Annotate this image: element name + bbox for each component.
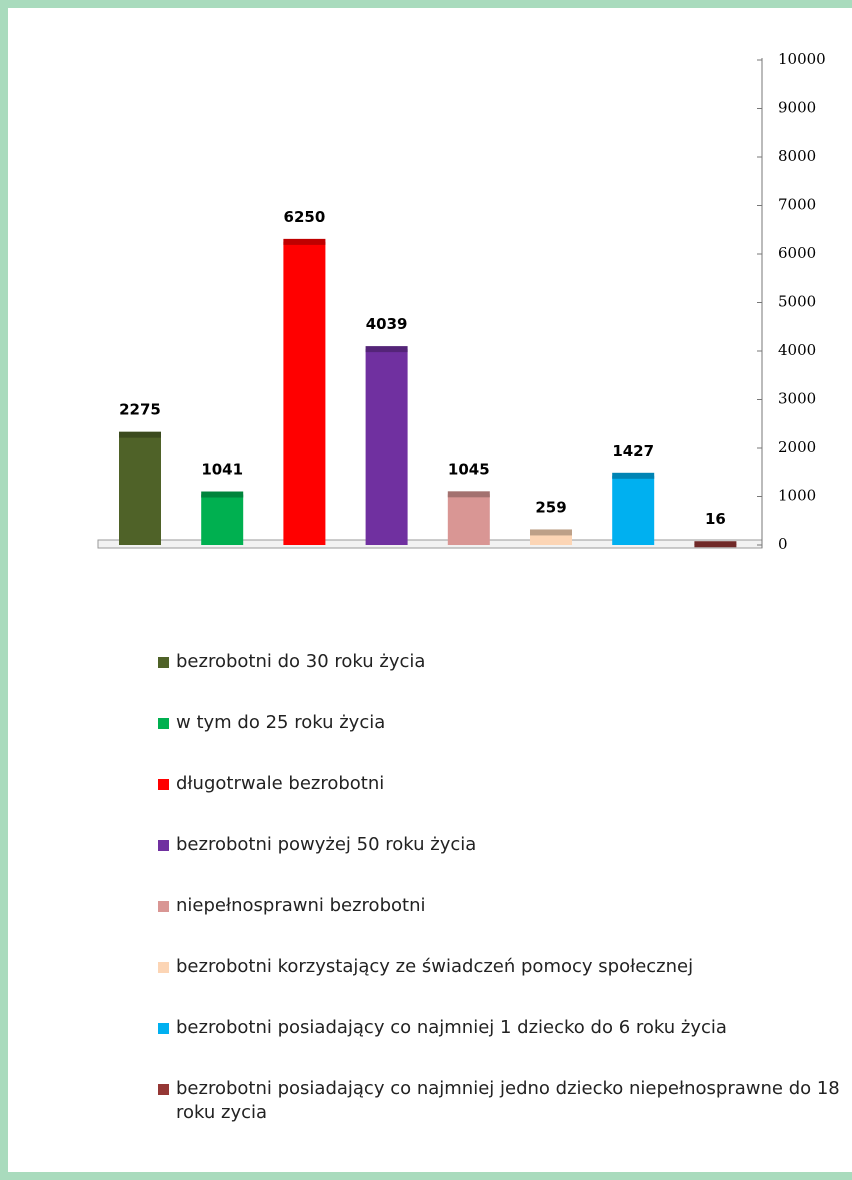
legend-label: bezrobotni powyżej 50 roku życia [176,834,477,855]
value-label: 1041 [201,461,243,479]
y-tick-label: 1000 [778,487,816,505]
legend-item: bezrobotni powyżej 50 roku życia [158,833,848,894]
legend-swatch [158,962,169,973]
legend-item: bezrobotni korzystający ze świadczeń pom… [158,955,848,1016]
legend-swatch [158,1084,169,1095]
bar [283,241,326,545]
bar [530,532,572,545]
legend-item: bezrobotni do 30 roku życia [158,650,848,711]
y-tick-label: 0 [778,535,788,553]
y-tick-label: 4000 [778,341,816,359]
bar [612,475,655,545]
y-tick-label: 2000 [778,438,816,456]
bar-cap [283,238,326,245]
y-tick-label: 7000 [778,196,816,214]
bar [201,494,244,545]
legend-swatch [158,779,169,790]
legend-swatch [158,840,169,851]
y-tick-label: 6000 [778,244,816,262]
legend-label: bezrobotni do 30 roku życia [176,651,426,672]
legend-swatch [158,718,169,729]
bar-cap [119,431,161,438]
value-label: 6250 [284,208,326,226]
bar-cap [694,541,737,548]
legend-swatch [158,901,169,912]
bar [447,494,490,545]
y-tick-label: 10000 [778,50,826,68]
legend: bezrobotni do 30 roku życia w tym do 25 r… [158,650,848,1138]
legend-swatch [158,657,169,668]
legend-label: długotrwale bezrobotni [176,773,385,794]
bar-cap [201,491,244,498]
panel [8,8,852,1172]
value-label: 1045 [448,460,490,478]
value-label: 2275 [119,401,161,419]
legend-item: długotrwale bezrobotni [158,772,848,833]
legend-item: niepełnosprawni bezrobotni [158,894,848,955]
legend-item: bezrobotni posiadający co najmniej 1 dzi… [158,1016,848,1077]
legend-label: bezrobotni posiadający co najmniej jedno… [176,1078,840,1123]
y-tick-label: 8000 [778,147,816,165]
bar-cap [530,529,572,536]
bar-cap [365,346,408,353]
bar [119,434,161,545]
bar [365,349,408,545]
legend-label: bezrobotni posiadający co najmniej 1 dzi… [176,1017,727,1038]
value-label: 259 [535,498,566,516]
y-tick-label: 5000 [778,293,816,311]
bar-cap [612,472,655,479]
bar-cap [447,491,490,498]
value-label: 1427 [612,442,654,460]
legend-item: bezrobotni posiadający co najmniej jedno… [158,1077,848,1138]
y-tick-label: 9000 [778,99,816,117]
value-label: 4039 [366,315,408,333]
floor [97,539,763,549]
legend-swatch [158,1023,169,1034]
legend-item: w tym do 25 roku życia [158,711,848,772]
legend-label: w tym do 25 roku życia [176,712,386,733]
legend-label: bezrobotni korzystający ze świadczeń pom… [176,956,694,977]
value-label: 16 [705,510,726,528]
y-tick-label: 3000 [778,390,816,408]
legend-label: niepełnosprawni bezrobotni [176,895,426,916]
